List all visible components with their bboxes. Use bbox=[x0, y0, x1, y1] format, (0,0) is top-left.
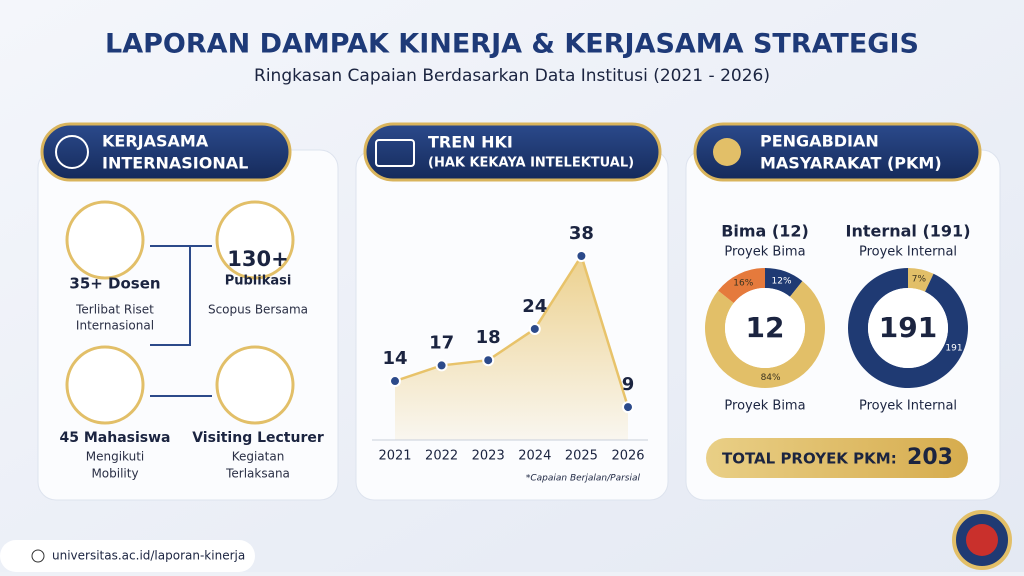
donut-subtitle: Proyek Internal bbox=[859, 245, 957, 260]
stat-value: 45 Mahasiswa bbox=[60, 430, 171, 446]
segment-label: 16% bbox=[733, 278, 753, 288]
subtitle: Ringkasan Capaian Berdasarkan Data Insti… bbox=[254, 66, 770, 86]
point bbox=[435, 359, 448, 372]
stat-text: Mengikuti bbox=[86, 450, 145, 464]
segment-label: 7% bbox=[912, 275, 927, 285]
title: LAPORAN DAMPAK KINERJA & KERJASAMA STRAT… bbox=[105, 29, 919, 60]
stat-text: Kegiatan bbox=[232, 450, 285, 464]
value-label: 38 bbox=[569, 223, 594, 244]
section-title: INTERNASIONAL bbox=[102, 154, 248, 173]
donut-subtitle: Proyek Bima bbox=[724, 245, 805, 260]
donut-segment bbox=[718, 268, 765, 304]
section-header bbox=[40, 122, 292, 182]
donut-caption: Proyek Internal bbox=[859, 399, 957, 414]
segment-label: 84% bbox=[761, 373, 781, 383]
area bbox=[395, 256, 628, 440]
stat-text: Scopus Bersama bbox=[208, 303, 308, 317]
section-title: MASYARAKAT (PKM) bbox=[760, 154, 942, 173]
donut-segment bbox=[765, 268, 803, 297]
donut-caption: Proyek Bima bbox=[724, 399, 805, 414]
x-tick-label: 2022 bbox=[425, 449, 458, 464]
logo bbox=[966, 524, 998, 556]
point bbox=[528, 322, 541, 335]
total-value: 203 bbox=[907, 445, 953, 470]
section-header bbox=[693, 122, 982, 182]
donut-hole bbox=[725, 288, 805, 368]
icon-circle bbox=[65, 200, 145, 280]
donut-segment bbox=[908, 268, 934, 292]
value-label: 24 bbox=[522, 296, 547, 317]
icon-circle bbox=[215, 200, 295, 280]
footer-url: universitas.ac.id/laporan-kinerja bbox=[52, 549, 245, 563]
value-label: 14 bbox=[382, 348, 407, 369]
stat-text: Internasional bbox=[76, 319, 154, 333]
segment-label: 12% bbox=[772, 276, 792, 286]
point bbox=[575, 250, 588, 262]
stat-unit: Publikasi bbox=[225, 274, 292, 289]
section-header bbox=[363, 122, 662, 182]
donut-center: 191 bbox=[879, 311, 937, 344]
x-tick-label: 2021 bbox=[378, 449, 411, 464]
donut-title: Bima (12) bbox=[721, 222, 809, 241]
point bbox=[622, 401, 634, 414]
value-label: 18 bbox=[476, 327, 501, 348]
donut-segment bbox=[705, 281, 825, 389]
globe-icon bbox=[55, 135, 89, 169]
segment-annotation: 191 bbox=[945, 344, 962, 354]
stat-value: 35+ Dosen bbox=[69, 275, 160, 293]
x-tick-label: 2026 bbox=[611, 449, 644, 464]
total-label: TOTAL PROYEK PKM: bbox=[722, 450, 897, 468]
stat-text: Terlibat Riset bbox=[75, 303, 154, 317]
donut-center: 12 bbox=[746, 311, 785, 344]
globe-icon bbox=[31, 549, 45, 563]
card bbox=[355, 149, 669, 501]
section-title: TREN HKI bbox=[428, 133, 513, 152]
stat-text: Mobility bbox=[91, 467, 138, 481]
section-title: PENGABDIAN bbox=[760, 132, 879, 151]
donut-hole bbox=[868, 288, 948, 368]
point bbox=[482, 354, 495, 367]
donut-segment bbox=[848, 268, 968, 389]
x-tick-label: 2023 bbox=[472, 449, 505, 464]
x-tick-label: 2025 bbox=[565, 449, 598, 464]
icon-circle bbox=[65, 345, 145, 425]
stat-value: Visiting Lecturer bbox=[192, 430, 324, 446]
donut-title: Internal (191) bbox=[846, 222, 971, 241]
hands-icon bbox=[713, 138, 741, 166]
x-tick-label: 2024 bbox=[518, 449, 551, 464]
stat-text: Terlaksana bbox=[225, 467, 290, 481]
point bbox=[389, 375, 401, 388]
section-subtitle: (HAK KEKAYA INTELEKTUAL) bbox=[428, 156, 634, 171]
total-pill bbox=[706, 438, 968, 478]
icon-circle bbox=[215, 345, 295, 425]
footer-pill bbox=[0, 540, 255, 572]
section-title: KERJASAMA bbox=[102, 132, 209, 151]
note: *Capaian Berjalan/Parsial bbox=[526, 474, 641, 484]
line bbox=[394, 253, 630, 408]
value-label: 17 bbox=[429, 332, 454, 353]
connectors bbox=[150, 245, 212, 397]
certificate-icon bbox=[375, 139, 415, 167]
stat-value: 130+ bbox=[227, 247, 288, 271]
value-label: 9 bbox=[622, 374, 635, 395]
